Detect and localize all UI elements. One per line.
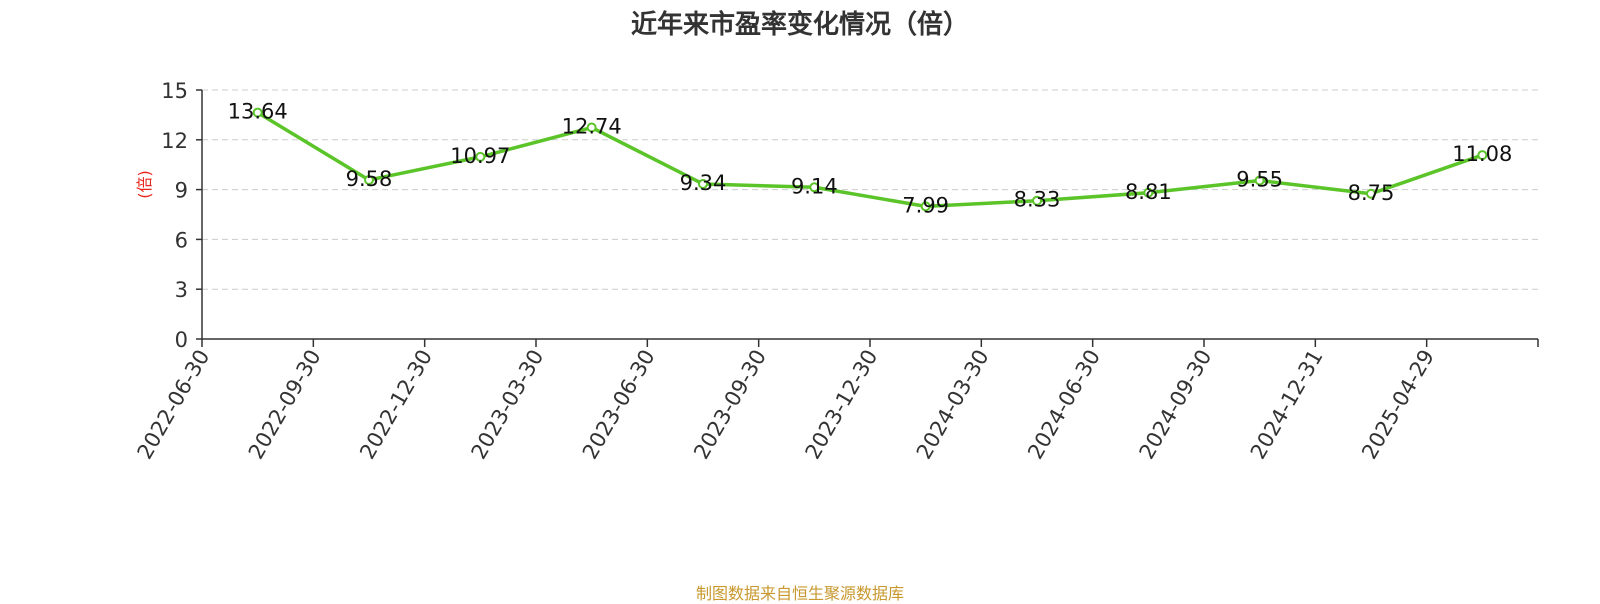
source-note: 制图数据来自恒生聚源数据库 — [695, 584, 904, 603]
data-point — [586, 122, 597, 133]
y-axis-label: (倍) — [135, 170, 154, 199]
x-tick-label: 2024-06-30 — [1023, 346, 1105, 464]
data-point — [1032, 195, 1042, 206]
data-point — [920, 201, 931, 212]
y-tick-label: 6 — [175, 228, 188, 252]
data-point — [475, 151, 486, 162]
series — [252, 107, 1488, 212]
data-label: 9.14 — [791, 174, 838, 198]
y-tick-label: 15 — [161, 79, 188, 103]
data-label: 12.74 — [562, 115, 622, 139]
data-point — [252, 107, 263, 118]
data-label: 7.99 — [902, 193, 949, 217]
data-label: 9.34 — [680, 171, 727, 195]
x-tick-label: 2022-09-30 — [244, 346, 326, 464]
data-label: 9.58 — [346, 167, 393, 191]
data-point — [698, 178, 708, 189]
data-label: 13.64 — [228, 100, 288, 124]
x-tick-label: 2025-04-29 — [1357, 346, 1439, 464]
data-label: 11.08 — [1452, 142, 1512, 166]
data-point — [1366, 188, 1376, 199]
data-point — [1477, 150, 1488, 161]
data-label: 8.33 — [1014, 188, 1061, 212]
series-line — [256, 111, 1483, 209]
x-tick-label: 2023-03-30 — [467, 346, 549, 464]
data-label: 8.81 — [1125, 180, 1172, 204]
tick-labels: 0 3 6 9 12 15 (倍) 2022-06-30 2022-09-30 2022-12-3… — [133, 79, 1439, 463]
y-tick-label: 9 — [175, 179, 188, 203]
x-tick-label: 2024-09-30 — [1135, 346, 1217, 464]
y-tick-label: 12 — [161, 129, 188, 153]
x-tick-label: 2024-03-30 — [912, 345, 994, 463]
x-tick-label: 2022-12-30 — [355, 345, 437, 463]
data-point — [1254, 175, 1265, 186]
x-tick-label: 2024-12-31 — [1246, 346, 1328, 464]
data-label: 10.97 — [450, 144, 510, 168]
y-tick-label: 3 — [175, 278, 188, 302]
x-tick-label: 2022-06-30 — [133, 346, 215, 464]
data-point — [1143, 187, 1154, 198]
x-tick-label: 2023-09-30 — [689, 346, 771, 464]
x-tick-label: 2023-06-30 — [578, 346, 660, 464]
data-point — [809, 182, 820, 193]
x-tick-label: 2023-12-30 — [801, 346, 883, 464]
data-label: 9.55 — [1236, 167, 1283, 191]
data-labels: 13.64 9.58 10.97 12.74 9.34 9.14 7.99 8.33 8.81 9… — [228, 100, 1513, 218]
data-point — [364, 174, 374, 185]
grid-lines — [202, 89, 1538, 290]
axes — [196, 89, 1539, 347]
y-tick-label: 0 — [175, 328, 188, 352]
data-label: 8.75 — [1348, 181, 1395, 205]
chart-title: 近年来市盈率变化情况（倍） — [630, 10, 969, 40]
